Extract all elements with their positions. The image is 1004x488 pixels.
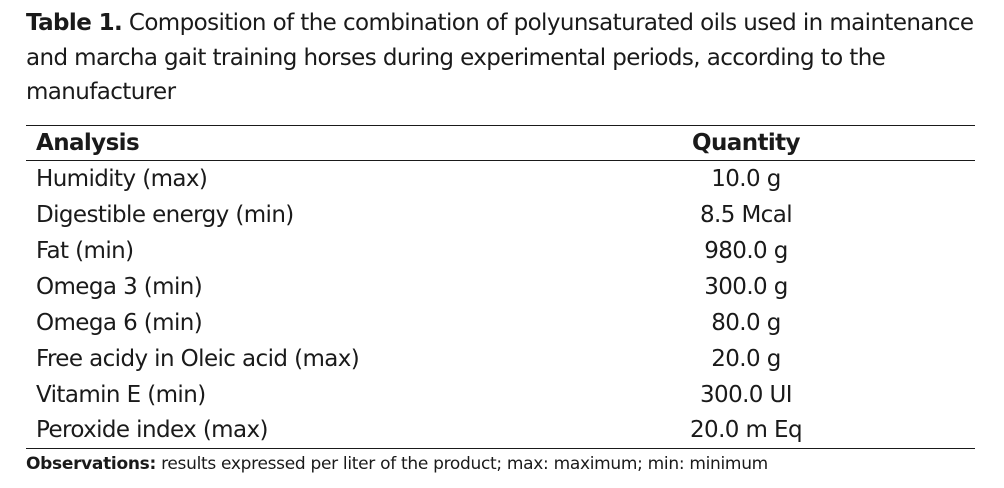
table-row: Peroxide index (max) 20.0 m Eq (26, 412, 975, 448)
analysis-cell: Peroxide index (max) (36, 417, 268, 443)
table-row: Vitamin E (min) 300.0 UI (26, 377, 975, 413)
footnote-text: results expressed per liter of the produ… (161, 454, 768, 474)
header-analysis: Analysis (36, 130, 140, 156)
table-row: Humidity (max) 10.0 g (26, 161, 975, 197)
table-caption: Table 1. Composition of the combination … (26, 6, 986, 110)
table-footnote: Observations: results expressed per lite… (26, 451, 768, 477)
analysis-cell: Omega 6 (min) (36, 310, 203, 336)
table-row: Fat (min) 980.0 g (26, 233, 975, 269)
table-row: Free acidy in Oleic acid (max) 20.0 g (26, 341, 975, 377)
analysis-cell: Omega 3 (min) (36, 274, 203, 300)
analysis-cell: Humidity (max) (36, 166, 208, 192)
caption-label: Table 1. (26, 10, 123, 36)
quantity-cell: 20.0 m Eq (690, 417, 803, 443)
quantity-cell: 980.0 g (704, 238, 788, 264)
table-bottom-rule (26, 448, 975, 449)
table-top-rule (26, 125, 975, 126)
table-row: Omega 3 (min) 300.0 g (26, 269, 975, 305)
table-header-row: Analysis Quantity (26, 125, 975, 161)
table-row: Omega 6 (min) 80.0 g (26, 305, 975, 341)
quantity-cell: 8.5 Mcal (699, 202, 793, 228)
footnote-label: Observations: (26, 454, 156, 474)
table-header-rule (26, 160, 975, 161)
analysis-cell: Digestible energy (min) (36, 202, 294, 228)
header-quantity: Quantity (692, 130, 800, 156)
quantity-cell: 80.0 g (711, 310, 781, 336)
quantity-cell: 20.0 g (711, 346, 781, 372)
analysis-cell: Fat (min) (36, 238, 134, 264)
table-row: Digestible energy (min) 8.5 Mcal (26, 197, 975, 233)
quantity-cell: 10.0 g (711, 166, 781, 192)
quantity-cell: 300.0 g (704, 274, 788, 300)
quantity-cell: 300.0 UI (700, 382, 793, 408)
analysis-cell: Vitamin E (min) (36, 382, 206, 408)
analysis-cell: Free acidy in Oleic acid (max) (36, 346, 360, 372)
caption-text: Composition of the combination of polyun… (26, 10, 974, 105)
